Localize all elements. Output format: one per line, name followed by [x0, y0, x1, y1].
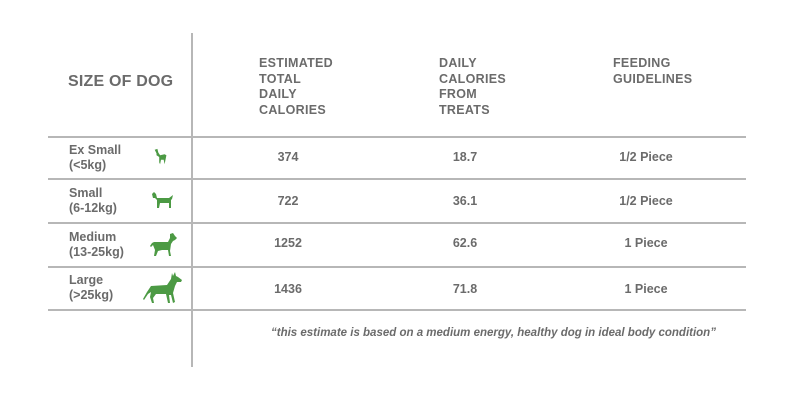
treat-calories-value: 71.8	[452, 282, 478, 296]
treat-calories-value: 36.1	[452, 194, 478, 208]
size-of-dog-header: SIZE OF DOG	[68, 73, 174, 90]
treat-calories-value: 18.7	[452, 150, 478, 164]
row-divider	[48, 136, 746, 138]
estimated-calories-value: 1252	[274, 236, 302, 250]
treat-calories-value: 62.6	[452, 236, 478, 250]
feeding-guideline-value: 1 Piece	[624, 282, 668, 296]
row-size-label: Ex Small (<5kg)	[69, 143, 122, 172]
dog-small-icon	[152, 192, 173, 208]
row-size-label: Large (>25kg)	[69, 273, 114, 302]
row-divider	[48, 222, 746, 224]
footnote: “this estimate is based on a medium ener…	[271, 327, 716, 339]
row-divider	[48, 266, 746, 268]
dog-xsmall-icon	[154, 148, 167, 165]
estimated-calories-header: ESTIMATED TOTAL DAILY CALORIES	[259, 56, 333, 117]
treat-calories-header: DAILY CALORIES FROM TREATS	[439, 56, 506, 117]
feeding-guidelines-header: FEEDING GUIDELINES	[613, 56, 693, 86]
row-size-label: Medium (13-25kg)	[69, 230, 124, 259]
row-size-label: Small (6-12kg)	[69, 186, 117, 215]
row-divider	[48, 309, 746, 311]
feeding-guideline-value: 1 Piece	[624, 236, 668, 250]
estimated-calories-value: 374	[277, 150, 299, 164]
feeding-guideline-value: 1/2 Piece	[619, 194, 673, 208]
row-divider	[48, 178, 746, 180]
feeding-guideline-value: 1/2 Piece	[619, 150, 673, 164]
dog-medium-icon	[150, 233, 177, 256]
estimated-calories-value: 1436	[274, 282, 302, 296]
dog-large-icon	[143, 272, 182, 303]
estimated-calories-value: 722	[277, 194, 299, 208]
column-divider	[191, 33, 193, 367]
